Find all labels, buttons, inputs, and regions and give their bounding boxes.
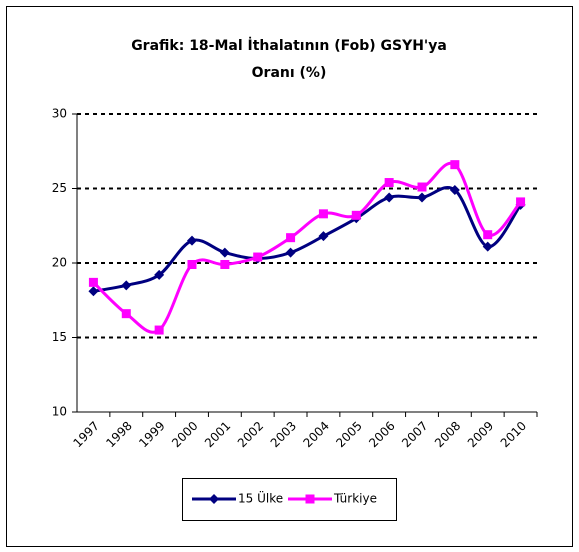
data-point: [187, 259, 197, 269]
y-tick-label: 30: [52, 107, 67, 121]
data-point: [154, 269, 165, 280]
legend-marker: [209, 494, 219, 504]
data-point: [516, 197, 526, 207]
data-point: [384, 178, 394, 188]
data-point: [121, 309, 131, 319]
data-point: [318, 231, 329, 242]
data-point: [384, 192, 395, 203]
legend-label: 15 Ülke: [238, 490, 283, 506]
legend-label: Türkiye: [333, 492, 377, 506]
data-point: [253, 252, 263, 262]
y-tick-label: 20: [52, 256, 67, 270]
chart-border: [6, 6, 573, 547]
y-tick-label: 15: [52, 330, 67, 344]
data-point: [450, 160, 460, 170]
data-point: [417, 192, 427, 203]
data-point: [88, 286, 99, 297]
data-point: [417, 182, 427, 192]
data-point: [187, 235, 197, 246]
chart-title: Grafik: 18-Mal İthalatının (Fob) GSYH'ya: [131, 37, 447, 54]
data-point: [154, 325, 164, 335]
data-point: [318, 209, 328, 219]
chart-title: Oranı (%): [252, 65, 327, 81]
data-point: [351, 210, 361, 220]
data-point: [483, 230, 493, 240]
data-point: [285, 247, 296, 258]
data-point: [88, 277, 98, 287]
y-tick-label: 10: [52, 405, 67, 419]
data-point: [286, 233, 296, 243]
y-tick-label: 25: [52, 181, 67, 195]
data-point: [121, 280, 132, 291]
data-point: [220, 259, 230, 269]
data-point: [219, 247, 230, 258]
data-point: [482, 241, 493, 252]
data-point: [449, 184, 460, 195]
legend-marker: [305, 494, 315, 504]
